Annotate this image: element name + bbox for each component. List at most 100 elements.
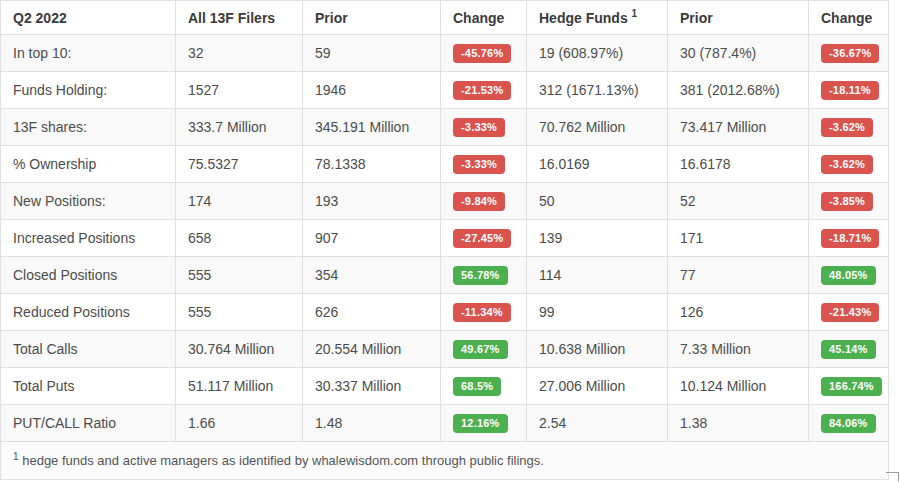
prior-all-value: 1.48 [303, 405, 441, 442]
hedge-funds-value: 114 [527, 257, 668, 294]
prior-all-value: 20.554 Million [303, 331, 441, 368]
prior-hf-value: 126 [668, 294, 809, 331]
hedge-funds-value: 139 [527, 220, 668, 257]
header-prior-hf: Prior [668, 1, 809, 35]
prior-all-value: 30.337 Million [303, 368, 441, 405]
prior-hf-value: 1.38 [668, 405, 809, 442]
hedge-funds-value: 16.0169 [527, 146, 668, 183]
prior-hf-value: 77 [668, 257, 809, 294]
change-all-badge: 68.5% [453, 377, 501, 396]
row-label: % Ownership [1, 146, 176, 183]
table-row: Reduced Positions555626-11.34%99126-21.4… [1, 294, 889, 331]
table-row: Total Calls30.764 Million20.554 Million4… [1, 331, 889, 368]
prior-hf-value: 171 [668, 220, 809, 257]
change-cell: 12.16% [441, 405, 527, 442]
row-label: Increased Positions [1, 220, 176, 257]
change-hf-badge: 166.74% [821, 377, 882, 396]
change-all-badge: 12.16% [453, 414, 508, 433]
change-hf-badge: 45.14% [821, 340, 876, 359]
row-label: In top 10: [1, 35, 176, 72]
row-label: New Positions: [1, 183, 176, 220]
change-cell: -3.33% [441, 146, 527, 183]
change-all-badge: -3.33% [453, 155, 505, 174]
header-row: Q2 2022 All 13F Filers Prior Change Hedg… [1, 1, 889, 35]
change-all-badge: 49.67% [453, 340, 508, 359]
table-header: Q2 2022 All 13F Filers Prior Change Hedg… [1, 1, 889, 35]
change-cell: -3.62% [809, 109, 889, 146]
change-all-badge: -21.53% [453, 81, 511, 100]
row-label: Funds Holding: [1, 72, 176, 109]
all-13f-value: 1.66 [176, 405, 303, 442]
hedge-funds-value: 10.638 Million [527, 331, 668, 368]
resize-corner-icon [886, 472, 899, 481]
all-13f-value: 32 [176, 35, 303, 72]
footnote-text: hedge funds and active managers as ident… [22, 453, 544, 468]
change-cell: 166.74% [809, 368, 889, 405]
change-all-badge: -27.45% [453, 229, 511, 248]
change-cell: 56.78% [441, 257, 527, 294]
change-cell: -45.76% [441, 35, 527, 72]
all-13f-value: 30.764 Million [176, 331, 303, 368]
all-13f-value: 333.7 Million [176, 109, 303, 146]
hedge-funds-value: 70.762 Million [527, 109, 668, 146]
table-row: In top 10:3259-45.76%19 (608.97%)30 (787… [1, 35, 889, 72]
prior-hf-value: 73.417 Million [668, 109, 809, 146]
hedge-funds-value: 312 (1671.13%) [527, 72, 668, 109]
hedge-funds-value: 50 [527, 183, 668, 220]
all-13f-value: 75.5327 [176, 146, 303, 183]
header-change-hf: Change [809, 1, 889, 35]
all-13f-value: 174 [176, 183, 303, 220]
change-hf-badge: -21.43% [821, 303, 879, 322]
change-cell: -3.62% [809, 146, 889, 183]
change-cell: 84.06% [809, 405, 889, 442]
footnote-marker: 1 [13, 451, 19, 462]
change-cell: -9.84% [441, 183, 527, 220]
table-row: PUT/CALL Ratio1.661.4812.16%2.541.3884.0… [1, 405, 889, 442]
table-row: Increased Positions658907 -27.45% 139171 -1… [1, 220, 889, 257]
prior-all-value: 78.1338 [303, 146, 441, 183]
row-label: Reduced Positions [1, 294, 176, 331]
change-hf-badge: 84.06% [821, 414, 876, 433]
prior-all-value: 1946 [303, 72, 441, 109]
13f-stats-table: Q2 2022 All 13F Filers Prior Change Hedg… [0, 0, 889, 480]
all-13f-value: 555 [176, 257, 303, 294]
prior-hf-value: 30 (787.4%) [668, 35, 809, 72]
table-row: Funds Holding:15271946-21.53%312 (1671.1… [1, 72, 889, 109]
change-cell: -21.53% [441, 72, 527, 109]
change-hf-badge: 48.05% [821, 266, 876, 285]
change-cell: -21.43% [809, 294, 889, 331]
change-hf-badge: -3.62% [821, 118, 873, 137]
all-13f-value: 51.117 Million [176, 368, 303, 405]
hedge-funds-footnote-marker: 1 [632, 8, 638, 19]
change-cell: -11.34% [441, 294, 527, 331]
change-all-badge: -11.34% [453, 303, 511, 322]
hedge-funds-value: 27.006 Million [527, 368, 668, 405]
hedge-funds-value: 99 [527, 294, 668, 331]
change-cell: 68.5% [441, 368, 527, 405]
change-all-badge: 56.78% [453, 266, 508, 285]
hedge-funds-value: 2.54 [527, 405, 668, 442]
prior-all-value: 907 [303, 220, 441, 257]
table-row: % Ownership75.532778.1338 -3.33% 16.016916… [1, 146, 889, 183]
change-cell: 48.05% [809, 257, 889, 294]
change-all-badge: -9.84% [453, 192, 505, 211]
change-hf-badge: -18.71% [821, 229, 879, 248]
change-hf-badge: -18.11% [821, 81, 879, 100]
header-hedge-funds: Hedge Funds 1 [527, 1, 668, 35]
table-body: In top 10:3259-45.76%19 (608.97%)30 (787… [1, 35, 889, 442]
footnote-cell: 1 hedge funds and active managers as ide… [1, 442, 889, 480]
header-all-13f-filers: All 13F Filers [176, 1, 303, 35]
table-row: Total Puts51.117 Million30.337 Million 68… [1, 368, 889, 405]
footnote-row: 1 hedge funds and active managers as ide… [1, 442, 889, 480]
all-13f-value: 555 [176, 294, 303, 331]
prior-hf-value: 381 (2012.68%) [668, 72, 809, 109]
table-row: New Positions:174193-9.84%5052-3.85% [1, 183, 889, 220]
row-label: Total Puts [1, 368, 176, 405]
all-13f-value: 658 [176, 220, 303, 257]
prior-hf-value: 10.124 Million [668, 368, 809, 405]
change-cell: -3.33% [441, 109, 527, 146]
table-footer: 1 hedge funds and active managers as ide… [1, 442, 889, 480]
row-label: 13F shares: [1, 109, 176, 146]
change-all-badge: -3.33% [453, 118, 505, 137]
prior-hf-value: 16.6178 [668, 146, 809, 183]
